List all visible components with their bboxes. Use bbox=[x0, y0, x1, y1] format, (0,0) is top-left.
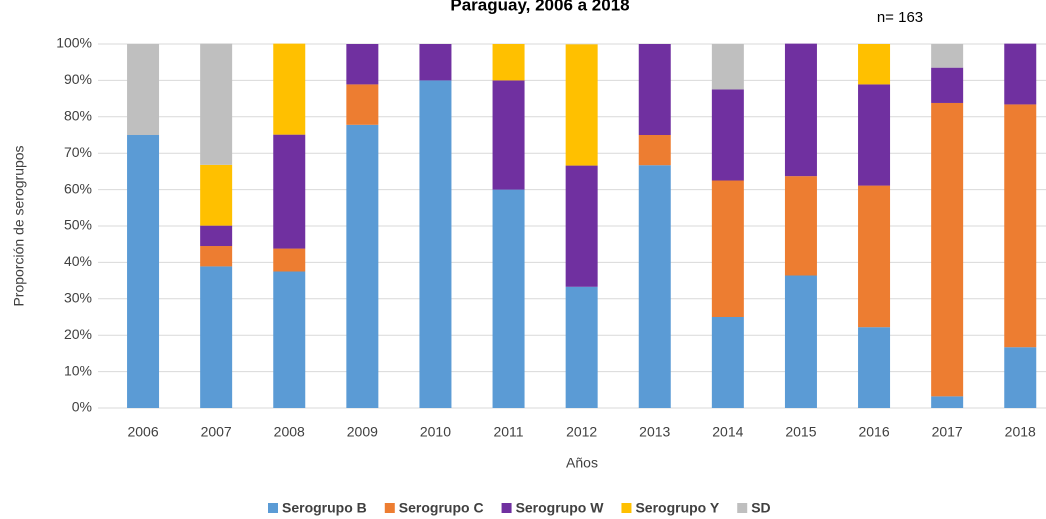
bar-segment bbox=[565, 165, 598, 287]
legend-swatch bbox=[384, 503, 395, 513]
bar-segment bbox=[565, 44, 598, 166]
bar-segment bbox=[711, 180, 744, 317]
y-tick-label: 100% bbox=[56, 35, 92, 51]
legend-label: Serogrupo W bbox=[516, 500, 605, 516]
y-tick-label: 70% bbox=[64, 144, 92, 160]
x-tick-label: 2017 bbox=[932, 424, 963, 440]
x-tick-label: 2015 bbox=[785, 424, 816, 440]
y-tick-label: 80% bbox=[64, 108, 92, 124]
bar-segment bbox=[784, 275, 817, 408]
bar-segment bbox=[273, 271, 306, 408]
bar-segment bbox=[711, 317, 744, 408]
bar-segment bbox=[200, 225, 233, 247]
bar-segment bbox=[858, 84, 891, 186]
bar-segment bbox=[419, 44, 452, 81]
x-tick-label: 2008 bbox=[274, 424, 305, 440]
bar-segment bbox=[1004, 43, 1037, 105]
bar-segment bbox=[273, 134, 306, 249]
bar-segment bbox=[638, 44, 671, 135]
bar-segment bbox=[565, 286, 598, 408]
x-tick-label: 2010 bbox=[420, 424, 451, 440]
legend-label: Serogrupo Y bbox=[635, 500, 719, 516]
y-tick-label: 40% bbox=[64, 253, 92, 269]
legend-swatch bbox=[501, 503, 512, 513]
y-tick-label: 0% bbox=[72, 399, 92, 415]
bar-segment bbox=[931, 396, 964, 408]
y-tick-label: 50% bbox=[64, 217, 92, 233]
x-tick-label: 2012 bbox=[566, 424, 597, 440]
bar-segment bbox=[784, 43, 817, 177]
bar-segment bbox=[127, 44, 160, 135]
x-tick-label: 2006 bbox=[127, 424, 158, 440]
bar-segment bbox=[200, 43, 233, 165]
legend-swatch bbox=[268, 503, 278, 513]
x-tick-label: 2013 bbox=[639, 424, 670, 440]
legend-label: Serogrupo C bbox=[399, 500, 484, 516]
y-axis-label: Proporción de serogrupos bbox=[11, 145, 27, 306]
x-tick-label: 2011 bbox=[493, 424, 523, 440]
bar-segment bbox=[858, 44, 891, 85]
bar-segment bbox=[200, 164, 233, 226]
bar-segment bbox=[858, 185, 891, 328]
x-axis-label: Años bbox=[566, 455, 598, 471]
bar-segment bbox=[711, 44, 744, 90]
x-tick-label: 2018 bbox=[1005, 424, 1036, 440]
bar-segment bbox=[784, 176, 817, 276]
bar-segment bbox=[858, 327, 891, 408]
y-tick-label: 10% bbox=[64, 362, 92, 378]
bar-segment bbox=[200, 246, 233, 267]
bar-segment bbox=[346, 84, 379, 125]
bar-segment bbox=[638, 165, 671, 408]
bar-segment bbox=[492, 44, 525, 81]
bar-segment bbox=[273, 248, 306, 272]
y-tick-label: 20% bbox=[64, 326, 92, 342]
annotation: n= 163 bbox=[877, 9, 923, 26]
bar-segment bbox=[1004, 104, 1037, 348]
bar-segment bbox=[346, 124, 379, 409]
bar-segment bbox=[492, 80, 525, 190]
y-tick-label: 30% bbox=[64, 290, 92, 306]
bar-segment bbox=[638, 135, 671, 166]
bar-segment bbox=[127, 135, 160, 408]
x-tick-label: 2009 bbox=[347, 424, 378, 440]
bar-segment bbox=[419, 80, 452, 409]
bar-segment bbox=[273, 43, 306, 135]
x-tick-label: 2014 bbox=[712, 424, 743, 440]
y-tick-label: 90% bbox=[64, 71, 92, 87]
x-tick-label: 2007 bbox=[201, 424, 232, 440]
legend-label: Serogrupo B bbox=[282, 500, 367, 516]
bar-segment bbox=[931, 44, 964, 68]
bar-segment bbox=[200, 266, 233, 408]
legend-label: SD bbox=[751, 500, 770, 516]
bar-segment bbox=[711, 89, 744, 181]
bar-segment bbox=[346, 44, 379, 85]
legend-swatch bbox=[737, 503, 748, 513]
chart-title: Paraguay, 2006 a 2018 bbox=[450, 0, 629, 14]
bar-segment bbox=[492, 189, 525, 408]
bar-segment bbox=[931, 102, 964, 397]
bar-segment bbox=[931, 67, 964, 103]
y-tick-label: 60% bbox=[64, 180, 92, 196]
legend-swatch bbox=[621, 503, 632, 513]
x-tick-label: 2016 bbox=[858, 424, 889, 440]
bar-segment bbox=[1004, 347, 1037, 408]
